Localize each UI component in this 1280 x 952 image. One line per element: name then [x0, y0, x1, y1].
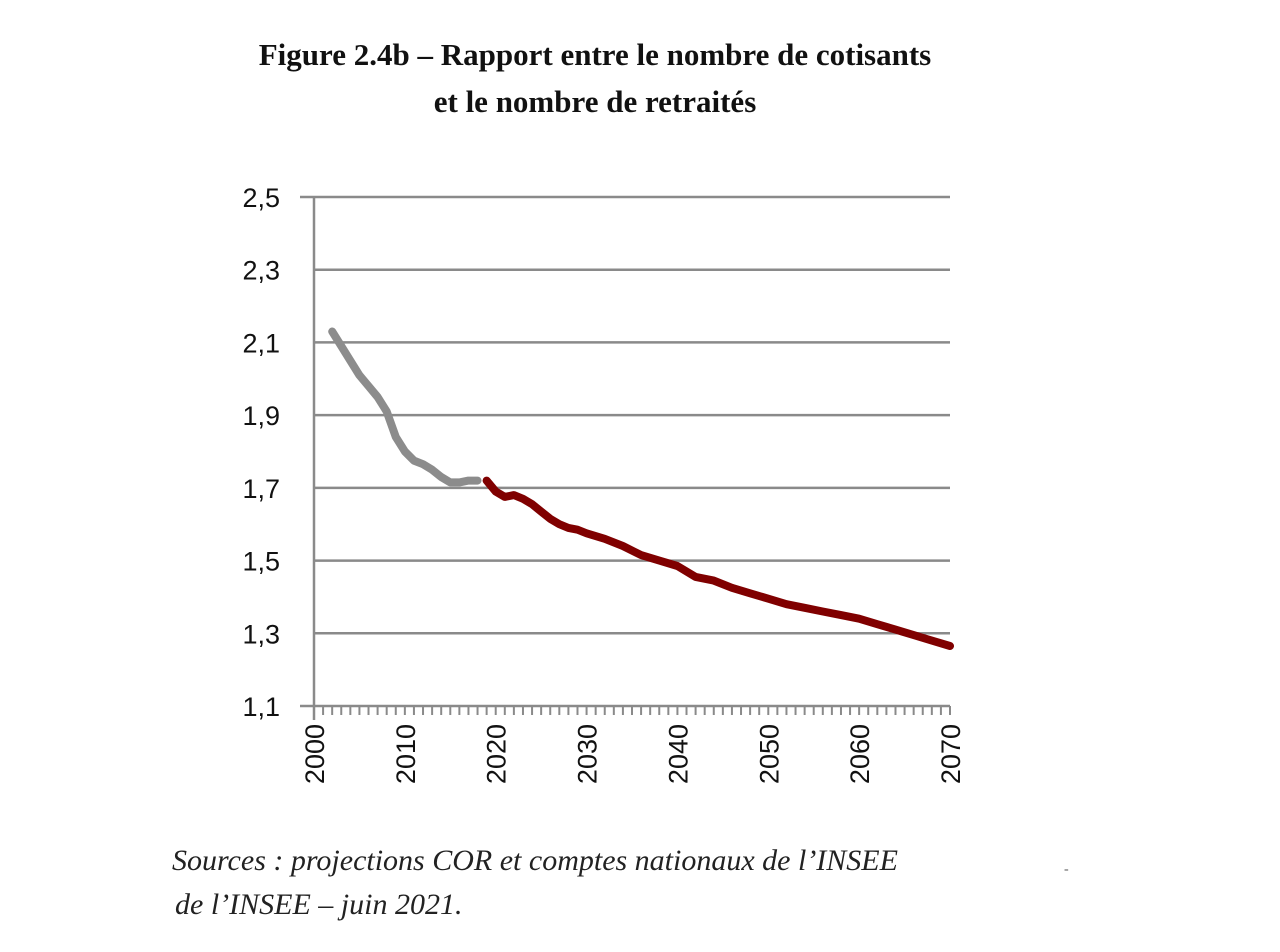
y-tick-label: 2,5: [242, 183, 280, 213]
x-tick-label: 2040: [663, 724, 693, 784]
series-lines: [328, 327, 954, 650]
stray-mark: -: [1064, 862, 1069, 877]
y-tick-label: 2,3: [242, 256, 280, 286]
axes: [300, 195, 950, 720]
x-tick-label: 2020: [482, 724, 512, 784]
chart-title: Figure 2.4b – Rapport entre le nombre de…: [258, 37, 932, 72]
x-tick-label: 2000: [300, 724, 330, 784]
source-line-1: Sources : projections COR et comptes nat…: [172, 844, 898, 877]
x-tick-label: 2030: [573, 724, 603, 784]
y-tick-label: 1,3: [242, 619, 280, 649]
x-tick-label: 2010: [391, 724, 421, 784]
y-tick-label: 1,7: [242, 474, 280, 504]
source-line-2: de l’INSEE – juin 2021.: [175, 888, 463, 921]
y-tick-label: 1,1: [242, 692, 280, 722]
series-line-projection: [482, 476, 954, 650]
chart-title-line2: et le nombre de retraités: [433, 84, 757, 119]
x-tick-label: 2070: [936, 724, 966, 784]
x-tick-labels: 2000 2010 2020 2030 2040 2050 2060 2070: [300, 724, 966, 784]
series-line-observé: [328, 327, 482, 487]
x-tick-label: 2060: [845, 724, 875, 784]
y-tick-label: 1,9: [242, 401, 280, 431]
y-tick-label: 2,1: [242, 328, 280, 358]
y-tick-labels: 2,5 2,3 2,1 1,9 1,7 1,5 1,3 1,1: [242, 183, 280, 722]
x-tick-label: 2050: [754, 724, 784, 784]
grid: [314, 195, 950, 635]
y-tick-label: 1,5: [242, 547, 280, 577]
x-tick-marks: [322, 706, 951, 715]
